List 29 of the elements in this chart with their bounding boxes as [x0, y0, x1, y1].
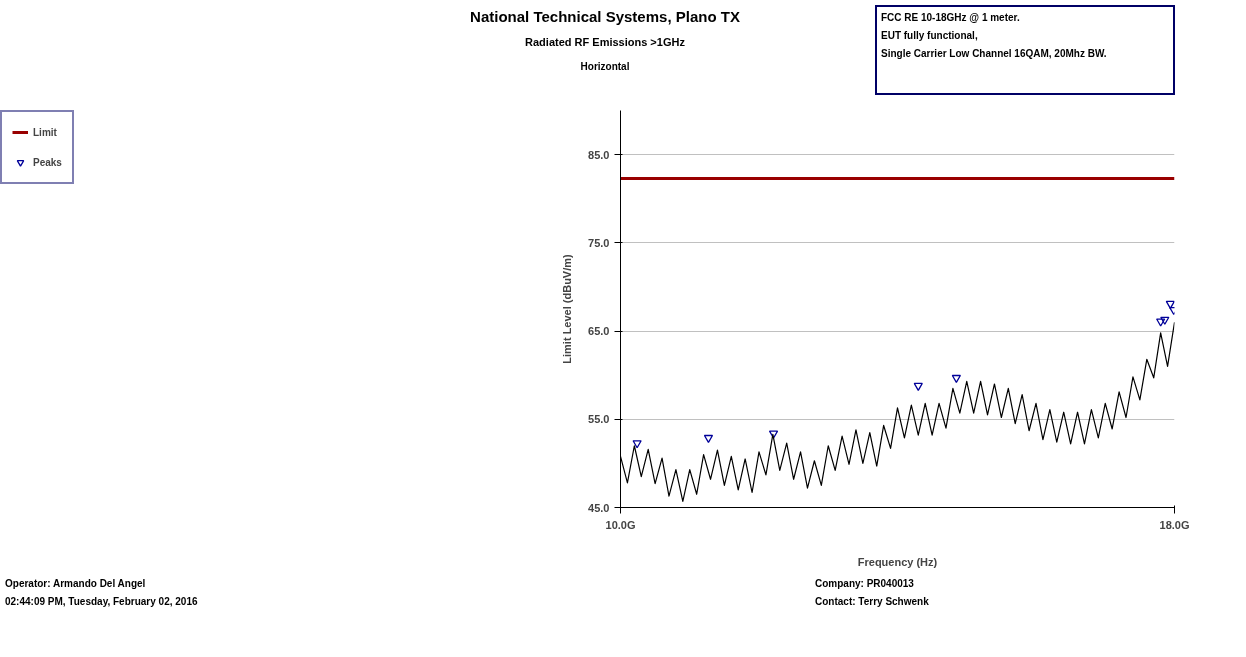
text: EUT fully functional, [881, 30, 978, 41]
point [632, 440, 642, 449]
x-tick-label: 18.0G [1159, 518, 1190, 531]
text: Horizontal [580, 61, 630, 72]
legend-label: Limit [33, 126, 57, 138]
y-tick-label: 65.0 [588, 325, 610, 338]
legend-label: Peaks [33, 156, 62, 168]
point [913, 382, 923, 392]
chart-title: National Technical Systems, Plano TX [470, 8, 740, 25]
text: 02:44:09 PM, Tuesday, February 02, 2016 [5, 596, 198, 607]
point [951, 374, 962, 384]
point [1160, 316, 1170, 325]
text: Company: PR040013 [815, 578, 914, 589]
chart-subtitle: Radiated RF Emissions >1GHz [525, 36, 685, 48]
x-tick-label: 10.0G [605, 518, 636, 531]
y-axis-title: Limit Level (dBuV/m) [561, 253, 574, 364]
y-tick-label: 85.0 [588, 148, 610, 161]
y-tick-label: 45.0 [588, 501, 610, 514]
text: Contact: Terry Schwenk [815, 596, 929, 607]
y-tick-label: 55.0 [588, 413, 610, 426]
point [1156, 318, 1166, 327]
text: Operator: Armando Del Angel [5, 578, 146, 589]
point [703, 434, 714, 444]
point [768, 430, 779, 439]
text: FCC RE 10-18GHz @ 1 meter. [881, 12, 1020, 23]
text: Single Carrier Low Channel 16QAM, 20Mhz BW. [881, 48, 1107, 59]
point [1165, 300, 1175, 309]
y-tick-label: 75.0 [588, 236, 610, 249]
x-axis-title: Frequency (Hz) [857, 555, 938, 568]
